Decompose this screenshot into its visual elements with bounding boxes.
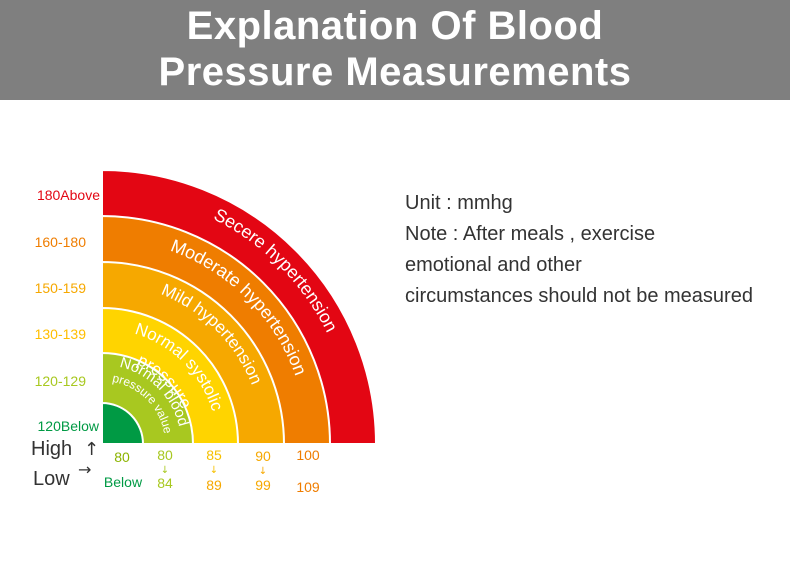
page-title-line2: Pressure Measurements [158,50,632,94]
measurement-note: Unit : mmhg Note : After meals , exercis… [405,188,753,312]
header-banner: Explanation Of Blood Pressure Measuremen… [0,0,790,100]
legend-high: High [31,438,72,460]
diastolic-85: 85 [206,447,222,463]
systolic-160-180: 160-180 [35,234,87,250]
systolic-150-159: 150-159 [35,280,87,296]
legend-low-arrow-icon: → [78,460,91,479]
note-line3: emotional and other [405,254,582,276]
diastolic-80: 80 [157,447,173,463]
legend-low: Low [33,468,70,490]
diastolic-109: 109 [296,479,320,495]
down-arrow-icon: ↓ [210,465,218,476]
systolic-180-above: 180Above [37,187,100,203]
systolic-120-below: 120Below [38,418,100,434]
diastolic-84: 84 [157,475,173,491]
legend-high-arrow-icon: ↑ [84,439,99,460]
down-arrow-icon: ↓ [259,466,267,477]
diastolic-100: 100 [296,447,320,463]
down-arrow-icon: ↓ [161,465,169,476]
systolic-120-129: 120-129 [35,373,87,389]
diastolic-89: 89 [206,477,222,493]
page-title-line1: Explanation Of Blood [186,4,604,48]
diastolic-90: 90 [255,448,271,464]
note-line2: Note : After meals , exercise [405,223,656,245]
diastolic-80-normal: 80 [114,449,130,465]
systolic-130-139: 130-139 [35,326,87,342]
diastolic-below: Below [104,474,143,490]
diastolic-99: 99 [255,477,271,493]
note-line4: circumstances should not be measured [405,285,753,307]
note-unit: Unit : mmhg [405,192,513,214]
band-center [101,401,145,445]
